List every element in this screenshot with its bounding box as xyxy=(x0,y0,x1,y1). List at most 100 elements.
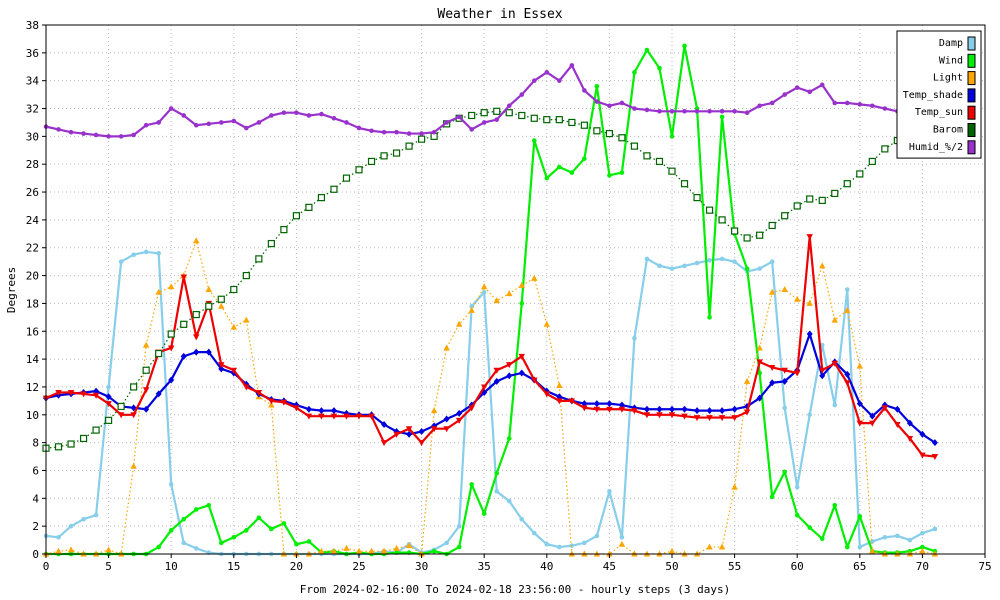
data-point-temp-shade xyxy=(205,348,212,356)
data-point-humid-2 xyxy=(757,103,762,109)
data-point-temp-sun xyxy=(268,398,275,405)
data-point-wind xyxy=(744,266,750,271)
data-point-barom xyxy=(530,114,538,122)
data-point-barom xyxy=(355,166,363,174)
data-point-light xyxy=(856,362,863,369)
data-point-temp-shade xyxy=(143,405,150,413)
data-point-temp-sun xyxy=(280,399,288,406)
data-point-humid-2 xyxy=(68,129,74,135)
y-tick-label: 2 xyxy=(32,520,39,533)
data-point-humid-2 xyxy=(582,88,587,93)
data-point-humid-2 xyxy=(93,132,99,138)
data-point-barom xyxy=(92,426,100,434)
data-point-wind xyxy=(569,170,575,175)
axis-ticks: 0 5 10 15 20 25 30 35 40 45 50 55 60 65 70 750246810121… xyxy=(26,19,992,573)
grid-lines xyxy=(46,25,985,554)
data-point-temp-shade xyxy=(656,405,663,413)
data-point-damp xyxy=(494,489,500,494)
data-point-temp-sun xyxy=(293,405,300,412)
data-point-light xyxy=(168,283,175,290)
y-tick-label: 24 xyxy=(26,214,40,227)
data-point-temp-shade xyxy=(381,421,388,429)
data-point-wind xyxy=(832,502,838,508)
data-point-temp-sun xyxy=(768,364,776,371)
data-point-humid-2 xyxy=(494,117,500,122)
data-point-barom xyxy=(155,349,163,358)
data-point-humid-2 xyxy=(882,106,888,111)
data-point-temp-shade xyxy=(606,400,613,408)
data-point-barom xyxy=(205,302,213,310)
data-point-humid-2 xyxy=(444,120,449,125)
data-point-temp-sun xyxy=(405,426,413,433)
y-tick-label: 12 xyxy=(26,381,39,394)
data-point-humid-2 xyxy=(431,129,437,135)
data-point-temp-sun xyxy=(105,401,112,408)
data-point-damp xyxy=(807,412,813,418)
data-point-humid-2 xyxy=(782,92,787,97)
x-tick-label: 25 xyxy=(352,560,365,573)
data-point-humid-2 xyxy=(81,131,86,136)
data-point-light xyxy=(330,547,338,554)
data-point-damp xyxy=(93,512,99,518)
data-point-barom xyxy=(380,152,388,160)
data-point-wind xyxy=(294,541,299,547)
x-tick-label: 60 xyxy=(791,560,804,573)
data-series xyxy=(42,43,939,557)
data-point-barom xyxy=(806,195,814,203)
data-point-light xyxy=(67,546,75,553)
data-point-temp-shade xyxy=(406,430,413,438)
data-point-temp-sun xyxy=(368,413,375,420)
data-point-barom xyxy=(117,402,125,411)
data-point-temp-sun xyxy=(318,413,325,420)
data-point-barom xyxy=(580,121,588,129)
legend-label-light: Light xyxy=(933,73,963,84)
data-point-damp xyxy=(794,484,800,490)
y-tick-label: 14 xyxy=(26,353,40,366)
data-point-wind xyxy=(431,548,437,554)
data-point-wind xyxy=(644,47,650,53)
data-point-humid-2 xyxy=(719,109,725,114)
data-point-temp-sun xyxy=(55,390,62,397)
data-point-light xyxy=(743,377,751,384)
data-point-temp-sun xyxy=(606,406,613,413)
x-tick-label: 5 xyxy=(105,560,112,573)
data-point-temp-shade xyxy=(443,415,450,423)
data-point-barom xyxy=(793,202,801,210)
data-point-light xyxy=(806,299,813,306)
data-point-light xyxy=(218,302,225,309)
data-point-temp-sun xyxy=(67,390,75,397)
data-point-wind xyxy=(256,515,262,521)
data-point-light xyxy=(343,544,350,551)
data-point-humid-2 xyxy=(306,113,312,118)
data-point-temp-sun xyxy=(656,412,663,419)
data-point-damp xyxy=(719,256,725,262)
data-point-light xyxy=(368,547,375,554)
data-point-barom xyxy=(680,180,689,188)
data-point-barom xyxy=(843,180,851,188)
data-point-damp xyxy=(694,260,700,266)
data-point-barom xyxy=(705,206,714,214)
data-point-temp-sun xyxy=(906,435,914,442)
data-point-barom xyxy=(67,440,75,448)
data-point-damp xyxy=(469,303,474,309)
data-point-temp-shade xyxy=(931,439,938,447)
data-point-temp-shade xyxy=(193,348,200,356)
data-point-humid-2 xyxy=(531,78,537,83)
data-point-barom xyxy=(405,142,413,150)
data-point-damp xyxy=(607,489,612,494)
data-point-temp-sun xyxy=(831,360,838,367)
data-point-temp-shade xyxy=(669,405,675,413)
data-point-barom xyxy=(818,196,826,205)
data-point-damp xyxy=(193,546,199,551)
data-point-humid-2 xyxy=(456,114,462,120)
data-point-wind xyxy=(481,511,487,516)
legend-swatch-wind xyxy=(967,53,976,68)
data-point-light xyxy=(518,281,525,288)
data-point-humid-2 xyxy=(794,85,800,90)
data-point-wind xyxy=(193,507,199,512)
data-point-temp-sun xyxy=(380,440,388,447)
data-point-light xyxy=(706,543,713,550)
data-point-light xyxy=(468,306,475,313)
data-point-barom xyxy=(543,116,551,124)
data-point-light xyxy=(230,323,237,330)
